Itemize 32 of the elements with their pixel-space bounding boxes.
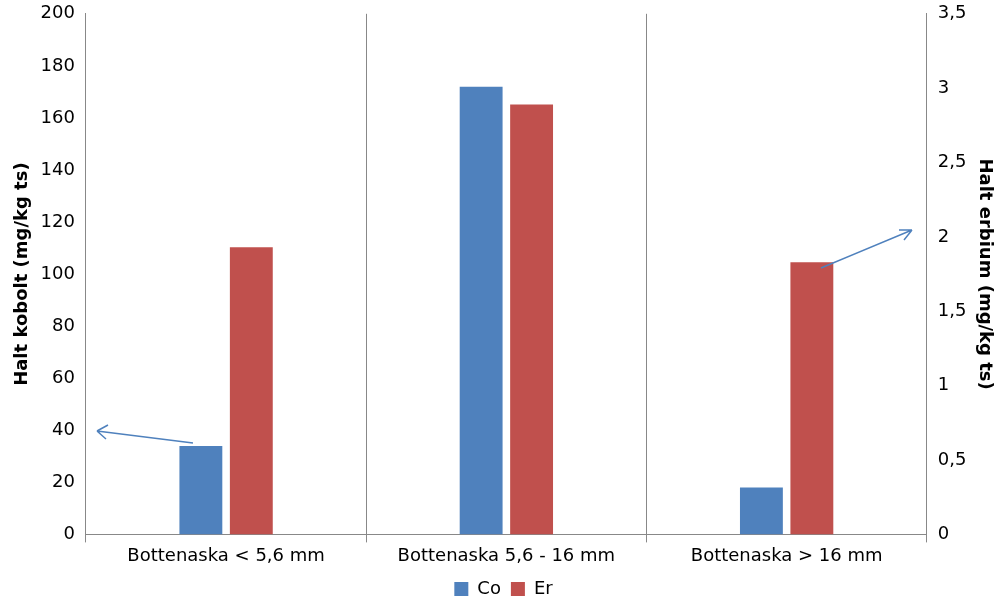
y-tick-label: 200	[40, 1, 75, 23]
legend-label: Er	[533, 576, 554, 598]
y-tick-label: 40	[52, 417, 75, 439]
y2-tick-label: 3	[937, 75, 950, 97]
y2-tick-label: 1,5	[937, 298, 967, 320]
y2-tick-label: 0	[937, 522, 950, 544]
x-tick-label: Bottenaska < 5,6 mm	[127, 543, 325, 565]
bar	[179, 445, 223, 535]
bar	[790, 262, 834, 535]
y-tick-label: 80	[52, 313, 75, 335]
y-tick-label: 120	[40, 209, 75, 231]
y2-axis-title: Halt erbium (mg/kg ts)	[975, 158, 997, 390]
y2-tick-label: 2,5	[937, 150, 967, 172]
x-tick-label: Bottenaska > 16 mm	[690, 543, 883, 565]
y-tick-label: 160	[40, 105, 75, 127]
y-tick-label: 20	[52, 470, 75, 492]
y2-tick-label: 3,5	[937, 1, 967, 23]
legend-label: Co	[477, 576, 501, 598]
y-axis-title: Halt kobolt (mg/kg ts)	[10, 162, 32, 386]
bar	[459, 86, 503, 535]
x-tick-label: Bottenaska 5,6 - 16 mm	[397, 543, 616, 565]
y-tick-label: 100	[40, 261, 75, 283]
y-tick-label: 0	[63, 522, 75, 544]
y2-tick-label: 0,5	[937, 447, 967, 469]
y-tick-label: 180	[40, 53, 75, 75]
y2-tick-label: 1	[937, 373, 950, 395]
bar	[229, 247, 273, 535]
bar	[510, 104, 554, 535]
bar	[739, 487, 783, 535]
y2-tick-label: 2	[937, 224, 950, 246]
y-tick-label: 140	[40, 157, 75, 179]
y-tick-label: 60	[52, 365, 75, 387]
